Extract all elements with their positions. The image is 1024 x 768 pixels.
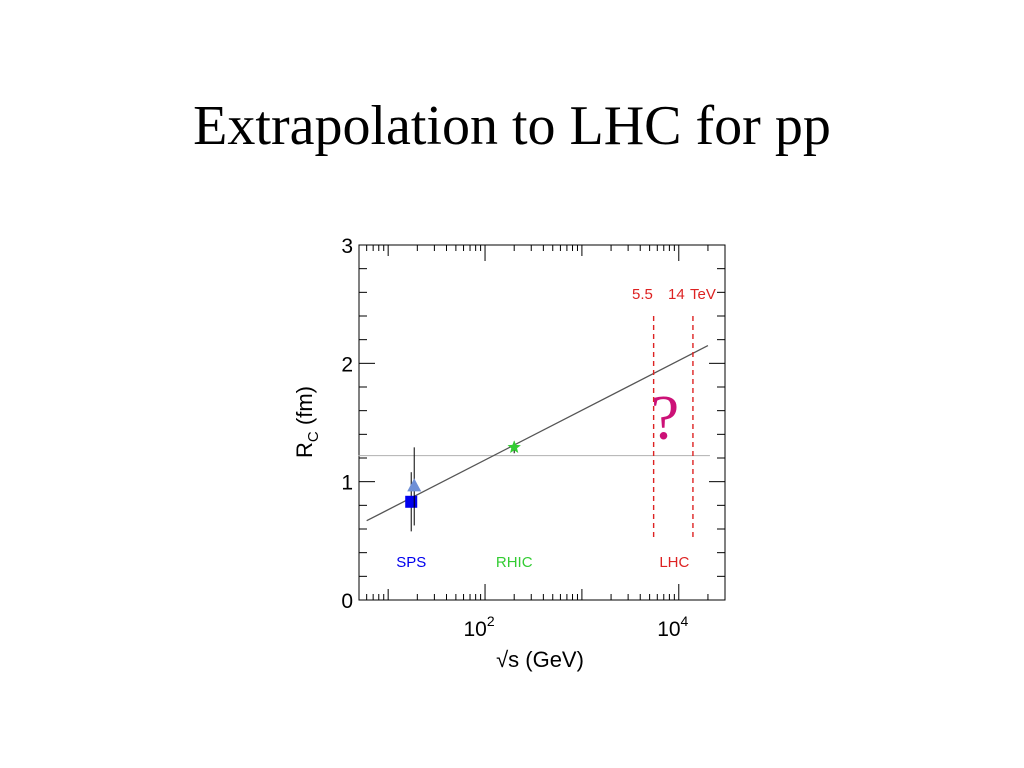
y-tick-label: 3 [341, 235, 353, 258]
data-point-square [405, 495, 418, 508]
y-axis-title-sub: C [305, 431, 322, 442]
x-tick-label: 102 [463, 613, 494, 641]
major-ticks [359, 244, 725, 601]
x-axis-title: √s (GeV) [496, 647, 584, 672]
region-label-lhc: LHC [659, 554, 689, 571]
lhc-lines-layer [652, 316, 694, 541]
x-tick-label-exponent: 2 [487, 613, 495, 629]
x-tick-label: 104 [657, 613, 688, 641]
data-point-triangle [407, 478, 422, 492]
x-tick-label-base: 10 [463, 618, 486, 641]
energy-label-unit: TeV [690, 286, 716, 303]
energy-label-14: 14 [668, 286, 685, 303]
question-mark: ? [651, 382, 679, 453]
energy-label-5-5: 5.5 [632, 286, 653, 303]
fit-line [366, 345, 709, 522]
y-axis-title: RC (fm) [292, 386, 322, 458]
data-points-layer [405, 440, 521, 532]
data-point-star [507, 440, 521, 453]
minor-ticks [358, 245, 726, 600]
y-tick-label: 2 [341, 353, 353, 376]
y-tick-label: 0 [341, 590, 353, 613]
x-axis-title-unit: (GeV) [519, 647, 584, 672]
x-tick-label-exponent: 4 [681, 613, 689, 629]
region-label-rhic: RHIC [496, 554, 533, 571]
y-axis-title-base: R [292, 442, 317, 458]
x-axis-title-sqrt-s: √s [496, 647, 519, 672]
y-tick-label: 1 [341, 472, 353, 495]
plot-frame [358, 244, 726, 601]
region-label-sps: SPS [396, 554, 426, 571]
fit-line-layer [366, 345, 709, 522]
slide-title: Extrapolation to LHC for pp [193, 95, 831, 157]
y-axis-title-rest: (fm) [292, 386, 317, 431]
x-tick-label-base: 10 [657, 618, 680, 641]
